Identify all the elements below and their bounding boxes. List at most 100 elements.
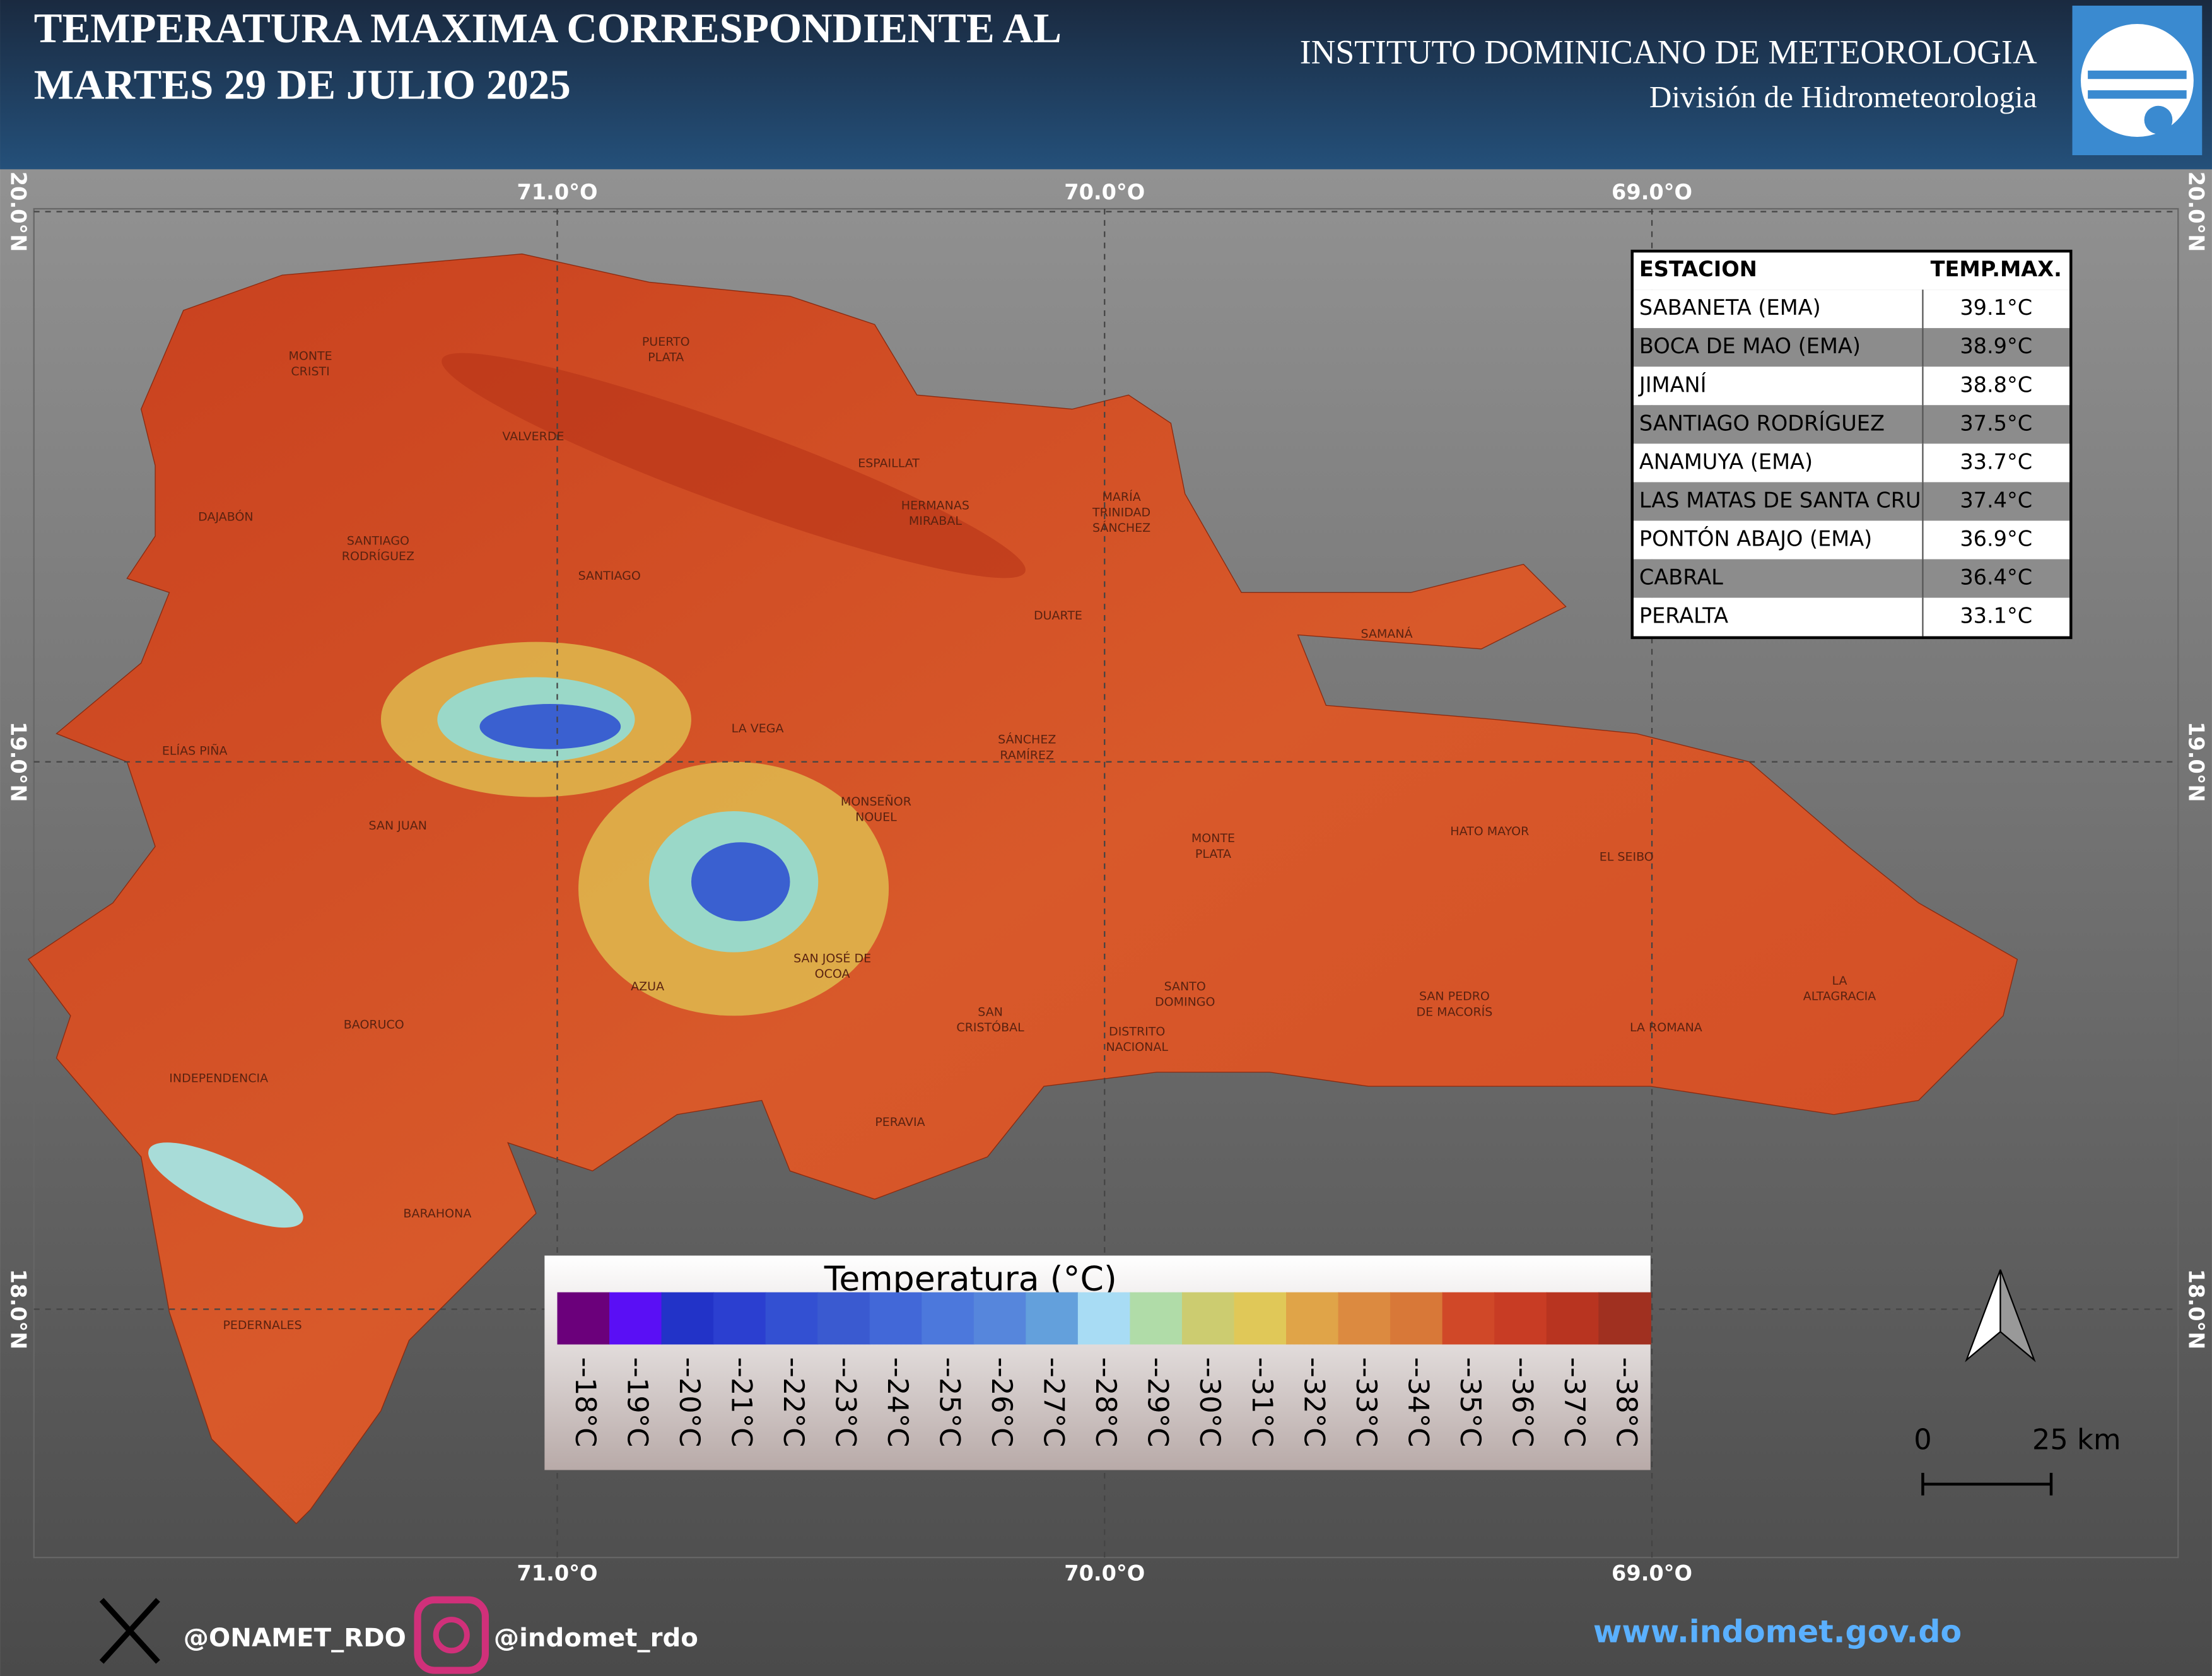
legend-label: --21°C <box>725 1357 758 1448</box>
legend-swatch <box>1494 1292 1547 1345</box>
province-label: CRISTI <box>291 365 329 378</box>
legend-label: --18°C <box>569 1357 602 1448</box>
legend-swatch <box>1390 1292 1443 1345</box>
terrain <box>148 353 1026 1228</box>
legend-label: --35°C <box>1454 1357 1487 1448</box>
x-icon <box>99 1598 160 1664</box>
station-temp: 36.4°C <box>1960 565 2032 590</box>
province-label: DOMINGO <box>1155 995 1215 1009</box>
north-arrow <box>1965 1269 2036 1362</box>
province-label: DAJABÓN <box>198 508 253 524</box>
division: División de Hidrometeorologia <box>1649 79 2037 114</box>
legend-swatch <box>1546 1292 1600 1345</box>
province-label: DISTRITO <box>1109 1025 1165 1039</box>
station-name: SABANETA (EMA) <box>1639 295 1821 320</box>
province-label: INDEPENDENCIA <box>169 1071 268 1085</box>
station-name: PERALTA <box>1639 604 1728 628</box>
latitude-label: 19.0°N <box>2184 722 2209 802</box>
legend-swatch <box>1026 1292 1079 1345</box>
station-temp: 38.8°C <box>1960 372 2032 397</box>
province-label: DUARTE <box>1034 609 1082 623</box>
latitude-label: 20.0°N <box>2184 172 2209 252</box>
province-label: PEDERNALES <box>223 1318 301 1332</box>
island <box>27 253 2018 1525</box>
legend-label: --20°C <box>673 1357 706 1448</box>
province-label: MIRABAL <box>909 514 962 528</box>
province-label: PERAVIA <box>875 1115 925 1129</box>
province-label: LA <box>1832 974 1847 988</box>
legend-label: --33°C <box>1350 1357 1383 1448</box>
latitude-label: 19.0°N <box>6 722 30 802</box>
province-label: ALTAGRACIA <box>1803 990 1876 1004</box>
latitude-label: 18.0°N <box>6 1269 30 1350</box>
title-line: TEMPERATURA MAXIMA CORRESPONDIENTE AL <box>34 4 1062 52</box>
legend-label: --22°C <box>777 1357 810 1448</box>
longitude-label: 69.0°O <box>1612 180 1692 204</box>
table-row <box>1632 597 2071 636</box>
legend-swatch <box>1234 1292 1287 1345</box>
province-label: DE MACORÍS <box>1417 1004 1493 1019</box>
province-label: HERMANAS <box>901 498 969 512</box>
table-row <box>1632 328 2071 367</box>
institute: INSTITUTO DOMINICANO DE METEOROLOGIA <box>1300 33 2037 71</box>
station-temp: 37.4°C <box>1960 488 2032 512</box>
legend-label: --29°C <box>1142 1357 1175 1448</box>
table-row <box>1632 290 2071 329</box>
legend-label: --28°C <box>1089 1357 1123 1448</box>
legend-swatch <box>922 1292 974 1345</box>
province-label: MONTE <box>1191 831 1235 845</box>
province-label: MONTE <box>289 349 332 363</box>
scale-label: 25 km <box>2032 1423 2121 1456</box>
table-header: TEMP.MAX. <box>1931 257 2062 281</box>
scale-bar: 0 25 km <box>1914 1423 2121 1496</box>
longitude-label: 71.0°O <box>517 180 597 204</box>
province-label: SAN <box>978 1005 1003 1019</box>
province-label: RODRÍGUEZ <box>342 549 414 563</box>
x-handle: @ONAMET_RDO <box>184 1624 406 1653</box>
province-label: SAN JOSÉ DE <box>793 951 871 965</box>
latitude-label: 18.0°N <box>2184 1269 2209 1350</box>
province-label: ELÍAS PIÑA <box>162 744 228 758</box>
table-row <box>1632 559 2071 598</box>
province-label: NOUEL <box>855 811 897 824</box>
province-label: BAORUCO <box>344 1017 404 1031</box>
legend-swatch <box>869 1292 923 1345</box>
province-label: EL SEIBO <box>1600 850 1654 864</box>
province-label: PUERTO <box>642 335 690 349</box>
station-temp: 38.9°C <box>1960 334 2032 358</box>
footer: @ONAMET_RDO @indomet_rdo www.indomet.gov… <box>99 1596 1962 1674</box>
province-label: ESPAILLAT <box>858 456 920 470</box>
station-name: JIMANÍ <box>1638 372 1707 397</box>
province-label: SANTO <box>1164 980 1206 993</box>
legend-swatch <box>713 1292 766 1345</box>
legend-label: --34°C <box>1402 1357 1435 1448</box>
legend-label: --19°C <box>621 1357 654 1448</box>
province-label: SANTIAGO <box>347 534 409 548</box>
legend-label: --30°C <box>1193 1357 1227 1448</box>
table-row <box>1632 443 2071 483</box>
legend-label: --38°C <box>1610 1357 1644 1448</box>
latitude-label: 20.0°N <box>6 172 30 252</box>
legend-swatch <box>765 1292 819 1345</box>
province-label: HATO MAYOR <box>1450 824 1529 838</box>
legend: Temperatura (°C) --18°C --19°C --20°C --21°… <box>544 1255 1651 1470</box>
table-row <box>1632 405 2071 444</box>
province-label: NACIONAL <box>1106 1040 1168 1054</box>
map-frame <box>33 208 2179 1559</box>
legend-label: --23°C <box>829 1357 862 1448</box>
instagram-handle: @indomet_rdo <box>494 1624 698 1653</box>
station-name: SANTIAGO RODRÍGUEZ <box>1639 410 1885 435</box>
legend-label: --37°C <box>1558 1357 1591 1448</box>
station-temp: 39.1°C <box>1960 295 2032 320</box>
legend-swatch <box>1181 1292 1235 1345</box>
station-temp: 36.9°C <box>1960 527 2032 551</box>
legend-swatch <box>817 1292 870 1345</box>
legend-swatch <box>609 1292 662 1345</box>
province-label: RAMÍREZ <box>1000 747 1054 762</box>
table-row <box>1632 366 2071 406</box>
legend-swatch <box>973 1292 1027 1345</box>
province-label: SAMANÁ <box>1361 626 1413 641</box>
province-label: VALVERDE <box>502 430 564 443</box>
legend-swatch <box>1130 1292 1183 1345</box>
